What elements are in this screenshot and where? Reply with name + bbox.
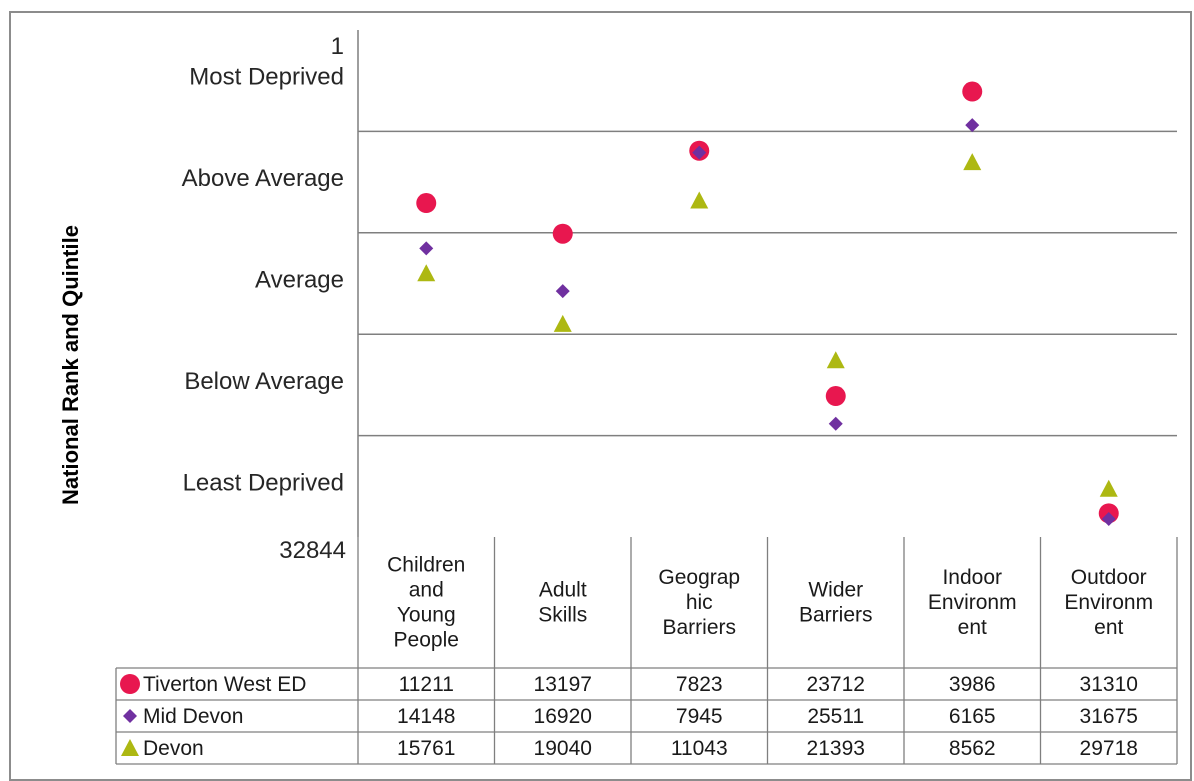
category-label: ent — [958, 616, 987, 639]
quintile-labels: Most Deprived Above Average Average Below A… — [182, 64, 344, 497]
y-axis-top-label: 1 — [331, 33, 344, 60]
category-label: Environm — [928, 591, 1017, 614]
devon-point — [417, 264, 436, 282]
table-cell: 31310 — [1080, 673, 1138, 696]
category-label: Adult — [539, 579, 587, 602]
mid-devon-point — [692, 145, 707, 160]
quintile-label: Below Average — [184, 368, 344, 395]
y-axis-title: National Rank and Quintile — [58, 225, 83, 505]
category-label: and — [409, 579, 444, 602]
category-label: Outdoor — [1071, 566, 1147, 589]
quintile-label: Most Deprived — [189, 64, 344, 91]
table-cell: 29718 — [1080, 737, 1138, 760]
table-cell: 6165 — [949, 705, 996, 728]
mid-devon-point — [965, 118, 980, 133]
table-cell: 25511 — [807, 705, 864, 728]
category-label: ent — [1094, 616, 1123, 639]
tiverton-west-ed-point — [962, 81, 983, 102]
data-marks — [416, 81, 1119, 526]
y-axis-bottom-label: 32844 — [279, 537, 346, 564]
category-label: Barriers — [662, 616, 736, 639]
table-cell: 14148 — [397, 705, 455, 728]
table-cell: 11043 — [671, 737, 728, 760]
category-label: Young — [397, 604, 456, 627]
legend-key-tiverton-west-ed — [120, 674, 140, 694]
legend-key-mid-devon — [123, 709, 137, 723]
devon-point — [1099, 479, 1118, 497]
category-label: Barriers — [799, 604, 873, 627]
mid-devon-point — [555, 284, 570, 299]
category-label: Indoor — [942, 566, 1002, 589]
table-cell: 7823 — [676, 673, 723, 696]
table-cell: 21393 — [807, 737, 865, 760]
mid-devon-point — [828, 416, 843, 431]
table-cell: 8562 — [949, 737, 996, 760]
devon-point — [963, 153, 982, 171]
tiverton-west-ed-point — [825, 386, 846, 407]
mid-devon-point — [1101, 511, 1116, 526]
tiverton-west-ed-point — [416, 193, 437, 214]
quintile-label: Average — [255, 267, 344, 294]
table-cell: 7945 — [676, 705, 723, 728]
quintile-label: Above Average — [182, 165, 344, 192]
devon-point — [690, 191, 709, 209]
table-cell: 23712 — [807, 673, 865, 696]
category-label: Geograp — [658, 566, 740, 589]
category-label: Wider — [808, 579, 863, 602]
legend-label: Mid Devon — [143, 705, 243, 728]
category-label: Children — [387, 554, 465, 577]
table-cell: 11211 — [399, 673, 454, 696]
devon-point — [826, 351, 845, 369]
category-label: hic — [686, 591, 713, 614]
table-cell: 15761 — [397, 737, 455, 760]
devon-point — [553, 314, 572, 332]
category-label: People — [394, 629, 459, 652]
category-label: Environm — [1064, 591, 1153, 614]
legend-label: Tiverton West ED — [143, 673, 306, 696]
grid-layer — [357, 30, 1177, 537]
category-label: Skills — [538, 604, 587, 627]
table-cell: 3986 — [949, 673, 996, 696]
legend-key-devon — [121, 739, 139, 756]
quintile-label: Least Deprived — [183, 469, 344, 496]
mid-devon-point — [419, 241, 434, 256]
table-cell: 19040 — [534, 737, 592, 760]
legend-label: Devon — [143, 737, 204, 760]
axis-layer: National Rank and Quintile 1 32844 — [58, 33, 346, 564]
table-cell: 31675 — [1080, 705, 1138, 728]
table-cell: 13197 — [534, 673, 592, 696]
table-cell: 16920 — [534, 705, 592, 728]
tiverton-west-ed-point — [552, 223, 573, 244]
